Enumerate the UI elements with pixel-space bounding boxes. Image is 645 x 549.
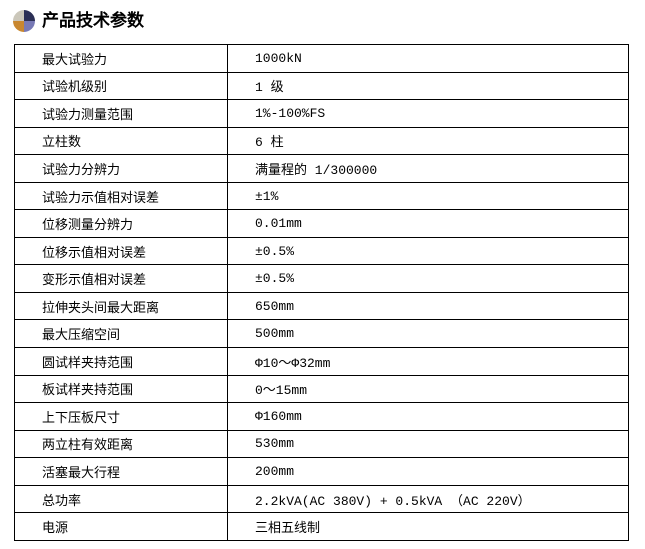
- value-cell: 1000kN: [227, 44, 629, 73]
- value-cell: 530mm: [227, 429, 629, 459]
- value-cell: 6 柱: [227, 126, 629, 156]
- param-cell: 立柱数: [14, 126, 228, 156]
- param-cell: 试验力分辨力: [14, 154, 228, 183]
- value-cell: ±0.5%: [227, 264, 629, 293]
- specs-table: 最大试验力 1000kN 试验机级别 1 级试验力测量范围 1%-100%FS 立柱数 6 …: [14, 44, 629, 541]
- param-cell: 试验力示值相对误差: [14, 181, 228, 211]
- param-cell: 活塞最大行程: [14, 457, 228, 486]
- value-cell: Φ10～Φ32mm: [227, 347, 629, 376]
- value-cell: 0.01mm: [227, 209, 629, 238]
- param-cell: 最大试验力: [14, 44, 228, 73]
- value-cell: ±0.5%: [227, 236, 629, 266]
- value-cell: 200mm: [227, 457, 629, 486]
- table-row: 位移示值相对误差 ±0.5%: [14, 236, 629, 266]
- value-cell: 三相五线制: [227, 512, 629, 541]
- param-cell: 上下压板尺寸: [14, 402, 228, 431]
- param-cell: 拉伸夹头间最大距离: [14, 291, 228, 321]
- table-row: 试验力示值相对误差 ±1%: [14, 181, 629, 211]
- table-row: 上下压板尺寸 Φ160mm: [14, 402, 629, 431]
- value-cell: 满量程的 1/300000: [227, 154, 629, 183]
- param-cell: 最大压缩空间: [14, 319, 228, 349]
- table-row: 活塞最大行程 200mm: [14, 457, 629, 486]
- table-row: 试验机级别 1 级: [14, 71, 629, 101]
- value-cell: 1%-100%FS: [227, 99, 629, 128]
- table-row: 总功率 2.2kVA(AC 380V) + 0.5kVA （AC 220V）: [14, 484, 629, 514]
- table-row: 圆试样夹持范围 Φ10～Φ32mm: [14, 347, 629, 376]
- value-cell: 1 级: [227, 71, 629, 101]
- param-cell: 变形示值相对误差: [14, 264, 228, 293]
- specs-table-body: 最大试验力 1000kN 试验机级别 1 级试验力测量范围 1%-100%FS 立柱数 6 …: [14, 44, 629, 541]
- table-row: 位移测量分辨力 0.01mm: [14, 209, 629, 238]
- page-title: 产品技术参数: [42, 11, 144, 30]
- value-cell: Φ160mm: [227, 402, 629, 431]
- param-cell: 电源: [14, 512, 228, 541]
- table-row: 最大试验力 1000kN: [14, 44, 629, 73]
- table-row: 立柱数 6 柱: [14, 126, 629, 156]
- table-row: 拉伸夹头间最大距离 650mm: [14, 291, 629, 321]
- table-row: 电源 三相五线制: [14, 512, 629, 541]
- value-cell: 0～15mm: [227, 374, 629, 404]
- table-row: 变形示值相对误差 ±0.5%: [14, 264, 629, 293]
- param-cell: 板试样夹持范围: [14, 374, 228, 404]
- table-row: 最大压缩空间 500mm: [14, 319, 629, 349]
- param-cell: 位移示值相对误差: [14, 236, 228, 266]
- param-cell: 圆试样夹持范围: [14, 347, 228, 376]
- param-cell: 试验机级别: [14, 71, 228, 101]
- pie-chart-icon: [13, 10, 35, 32]
- table-row: 两立柱有效距离 530mm: [14, 429, 629, 459]
- value-cell: 650mm: [227, 291, 629, 321]
- param-cell: 位移测量分辨力: [14, 209, 228, 238]
- table-row: 板试样夹持范围 0～15mm: [14, 374, 629, 404]
- param-cell: 试验力测量范围: [14, 99, 228, 128]
- param-cell: 两立柱有效距离: [14, 429, 228, 459]
- value-cell: ±1%: [227, 181, 629, 211]
- value-cell: 2.2kVA(AC 380V) + 0.5kVA （AC 220V）: [227, 484, 629, 514]
- table-row: 试验力测量范围 1%-100%FS: [14, 99, 629, 128]
- table-row: 试验力分辨力 满量程的 1/300000: [14, 154, 629, 183]
- param-cell: 总功率: [14, 484, 228, 514]
- value-cell: 500mm: [227, 319, 629, 349]
